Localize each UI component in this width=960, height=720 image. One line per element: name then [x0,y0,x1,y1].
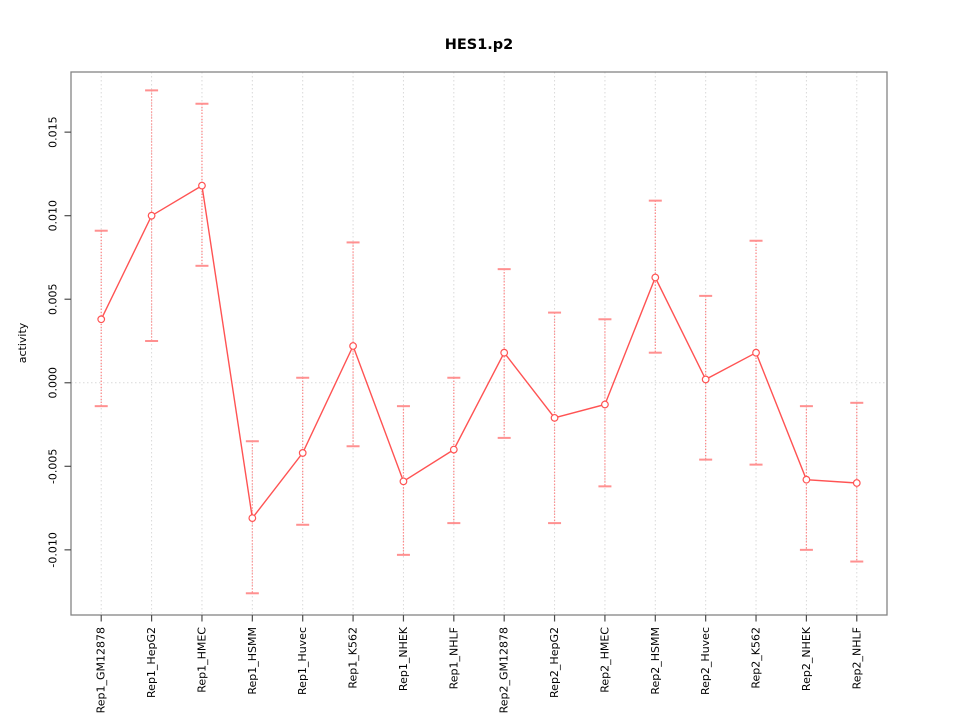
data-point-marker [449,445,458,454]
series-line [100,184,857,520]
x-tick-label: Rep1_HepG2 [145,627,158,698]
x-tick-label: Rep1_Huvec [296,627,309,695]
data-point-marker [701,375,710,384]
data-point-marker [752,348,760,357]
data-point-marker [550,413,559,422]
x-tick-label: Rep2_HMEC [598,627,611,693]
x-tick-label: Rep1_GM12878 [95,627,108,713]
plot-layer: 0.015 0.010 0.005 0.000 -0.005 -0.010 Rep1_GM1… [47,71,888,713]
data-point-marker [248,514,257,522]
chart-title: HES1.p2 [445,37,514,53]
data-point-marker [852,479,861,487]
x-tick-label: Rep2_NHLF [850,627,863,689]
x-tick-label: Rep1_HSMM [246,627,259,695]
x-tick-label: Rep2_NHEK [800,626,813,691]
data-point-marker [651,273,660,282]
y-axis-label: activity [16,322,29,363]
data-point-marker [198,181,206,190]
x-tick-label: Rep1_NHLF [447,627,460,689]
data-point-marker [147,211,156,220]
y-tick-label: 0.005 [47,283,60,315]
plot-border [70,71,888,616]
x-tick-label: Rep1_K562 [347,627,360,689]
y-tick-label: 0.010 [47,200,60,232]
y-tick-label: 0.015 [47,116,60,148]
y-tick-label: -0.005 [47,449,60,484]
data-point-marker [349,342,357,350]
data-point-marker [601,400,609,409]
y-tick-label: 0.000 [47,367,60,399]
data-point-marker [802,475,811,484]
x-tick-label: Rep2_K562 [750,627,763,689]
x-tick-label: Rep2_GM12878 [498,627,511,713]
x-tick-label: Rep2_HSMM [649,627,662,695]
data-point-marker [500,348,509,357]
data-point-marker [97,315,106,324]
x-tick-label: Rep2_Huvec [699,627,712,695]
data-point-marker [399,477,408,486]
x-tick-label: Rep1_NHEK [397,626,410,691]
x-tick-label: Rep1_HMEC [195,627,208,693]
data-point-marker [298,449,307,457]
y-tick-label: -0.010 [47,532,60,567]
x-tick-label: Rep2_HepG2 [548,627,561,698]
